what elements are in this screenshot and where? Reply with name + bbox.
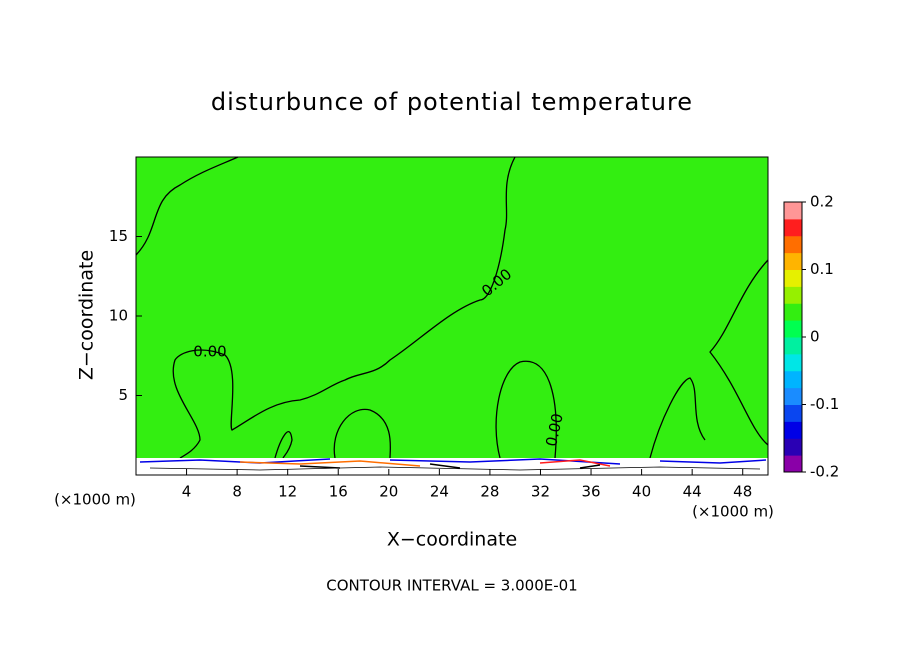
- x-tick-label: 28: [480, 483, 499, 501]
- contour-line: [172, 156, 516, 459]
- colorbar-swatch: [784, 252, 802, 270]
- colorbar-swatch: [784, 202, 802, 220]
- note: CONTOUR INTERVAL = 3.000E-01: [326, 577, 577, 595]
- y-tick-label: 15: [109, 227, 128, 245]
- colorbar-swatch: [784, 286, 802, 304]
- x-axis-label: X−coordinate: [387, 529, 517, 551]
- x-tick-label: 48: [733, 483, 752, 501]
- surface-detail: [139, 458, 767, 471]
- colorbar-swatch: [784, 235, 802, 254]
- x-unit-label: (×1000 m): [54, 491, 136, 509]
- y-tick-label: 5: [118, 386, 128, 404]
- x-tick-label: 20: [379, 483, 398, 501]
- x-tick-label: 40: [632, 483, 651, 501]
- x-tick-label: 12: [278, 483, 297, 501]
- contour-line: [495, 360, 557, 459]
- contour-line: [274, 431, 293, 459]
- colorbar-swatch: [784, 387, 802, 405]
- colorbar-swatch: [784, 438, 802, 456]
- contour-line: [649, 377, 706, 459]
- contours: [135, 156, 769, 459]
- colorbar-swatch: [784, 421, 802, 439]
- colorbar-tick-label: 0.2: [810, 193, 834, 211]
- colorbar-swatch: [784, 320, 802, 338]
- x-unit-label: (×1000 m): [692, 503, 774, 521]
- x-tick-label: 24: [430, 483, 449, 501]
- colorbar-swatch: [784, 337, 802, 355]
- colorbar-swatch: [784, 303, 802, 321]
- contour-label: 0.00: [193, 343, 226, 361]
- chart-title: disturbunce of potential temperature: [211, 88, 693, 116]
- colorbar-swatch: [784, 353, 802, 372]
- colorbar-tick-label: 0.1: [810, 260, 834, 278]
- colorbar-tick-label: 0: [810, 328, 820, 346]
- contour-line: [333, 408, 392, 459]
- colorbar-swatch: [784, 218, 802, 237]
- y-axis-label: Z−coordinate: [76, 250, 98, 380]
- colorbar-tick-label: -0.2: [810, 463, 839, 481]
- colorbar-swatch: [784, 455, 802, 473]
- colorbar-swatch: [784, 404, 802, 422]
- contour-line: [135, 156, 239, 256]
- colorbar-swatch: [784, 370, 802, 389]
- colorbar-tick-label: -0.1: [810, 395, 839, 413]
- x-tick-label: 32: [531, 483, 550, 501]
- colorbar-swatch: [784, 269, 802, 287]
- x-tick-label: 4: [182, 483, 192, 501]
- y-tick-label: 10: [109, 307, 128, 325]
- contour-line: [709, 259, 769, 446]
- x-tick-label: 36: [581, 483, 600, 501]
- x-tick-label: 8: [232, 483, 242, 501]
- x-tick-label: 16: [329, 483, 348, 501]
- x-tick-label: 44: [683, 483, 702, 501]
